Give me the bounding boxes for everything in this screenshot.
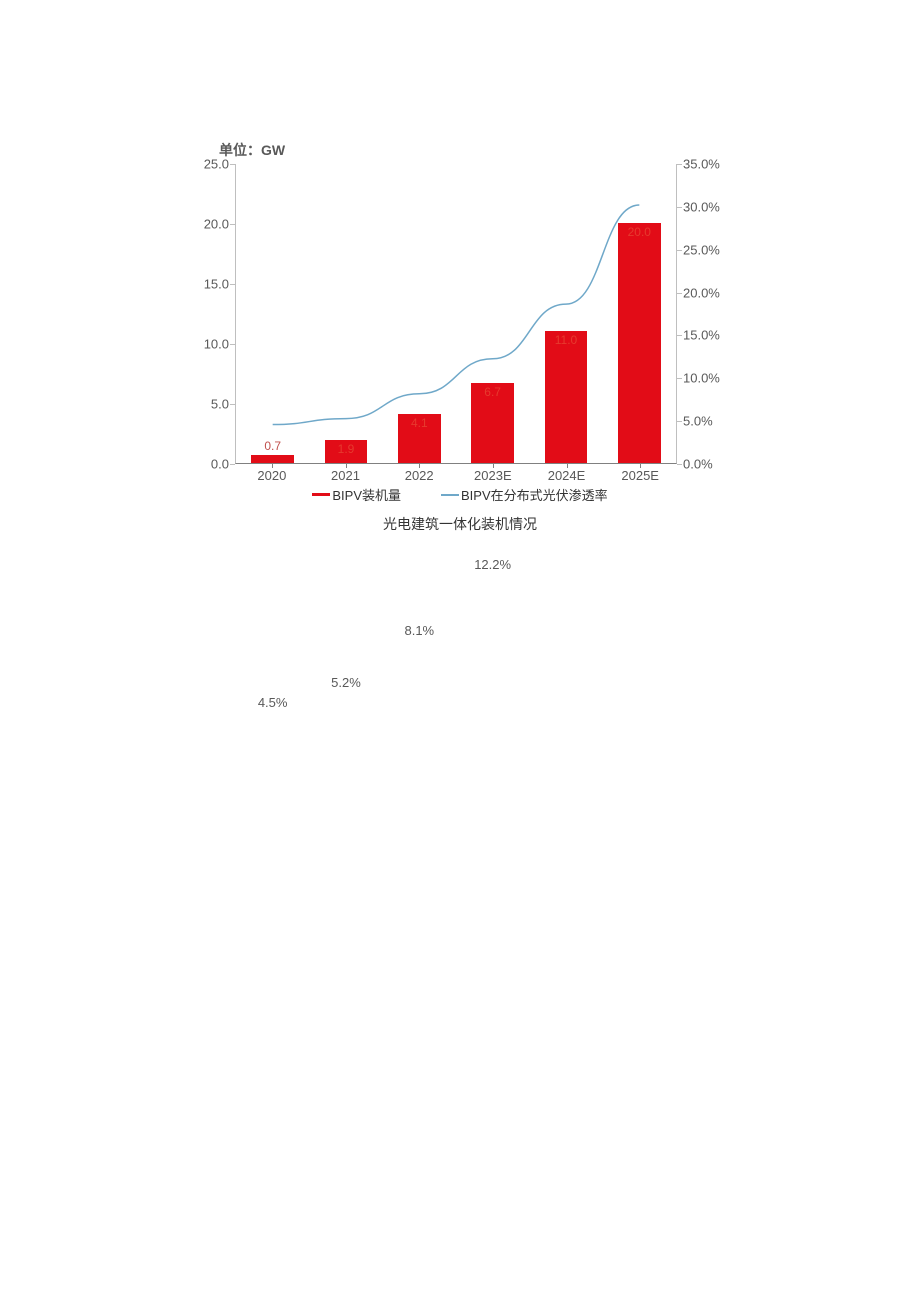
- y-left-tick: 20.0: [204, 217, 229, 232]
- x-tick: 2025E: [603, 464, 677, 483]
- y-left-tick: 10.0: [204, 337, 229, 352]
- line-value-label: 12.2%: [474, 557, 511, 572]
- bar: 20.0: [618, 223, 661, 463]
- bar-value-label: 11.0: [545, 333, 588, 347]
- line-swatch-icon: [441, 494, 459, 496]
- bar-slot: 5.2%1.9: [309, 440, 382, 463]
- bar-slot: 18.6%11.0: [529, 331, 602, 463]
- bar-slot: 30.2%20.0: [603, 223, 676, 463]
- y-right-tick: 15.0%: [683, 328, 720, 343]
- x-tick: 2020: [235, 464, 309, 483]
- chart-caption: 光电建筑一体化装机情况: [195, 514, 725, 534]
- x-tick: 2024E: [530, 464, 604, 483]
- bar-swatch-icon: [312, 493, 330, 496]
- bipv-chart: 单位：GW 0.0 5.0 10.0 15.0 20.0 25.0 4.5%0.75.2%…: [195, 140, 725, 534]
- y-right-tick: 0.0%: [683, 457, 713, 472]
- legend-bars-label: BIPV装机量: [332, 485, 401, 504]
- bar-value-label: 20.0: [618, 225, 661, 239]
- bar: 0.7: [251, 455, 294, 463]
- legend: BIPV装机量 BIPV在分布式光伏渗透率: [195, 485, 725, 504]
- line-value-label: 4.5%: [258, 695, 288, 710]
- bar: 6.7: [471, 383, 514, 463]
- legend-item-line: BIPV在分布式光伏渗透率: [441, 485, 608, 504]
- y-axis-left: 0.05.010.015.020.025.0: [195, 164, 235, 464]
- y-left-tick: 25.0: [204, 157, 229, 172]
- y-axis-right: 0.0%5.0%10.0%15.0%20.0%25.0%30.0%35.0%: [677, 164, 725, 464]
- bar: 11.0: [545, 331, 588, 463]
- bars-layer: 4.5%0.75.2%1.98.1%4.112.2%6.718.6%11.030…: [236, 164, 676, 463]
- bar-value-label: 1.9: [325, 442, 368, 456]
- bar-value-label: 4.1: [398, 416, 441, 430]
- legend-line-label: BIPV在分布式光伏渗透率: [461, 485, 608, 504]
- bar-value-label: 6.7: [471, 385, 514, 399]
- y-right-tick: 30.0%: [683, 199, 720, 214]
- y-left-tick: 15.0: [204, 277, 229, 292]
- unit-label: 单位：GW: [219, 140, 725, 160]
- line-value-label: 8.1%: [404, 623, 434, 638]
- x-tick: 2021: [309, 464, 383, 483]
- bar-slot: 4.5%0.7: [236, 455, 309, 463]
- x-tick: 2022: [382, 464, 456, 483]
- y-right-tick: 35.0%: [683, 157, 720, 172]
- bar: 1.9: [325, 440, 368, 463]
- legend-item-bars: BIPV装机量: [312, 485, 401, 504]
- y-left-tick: 5.0: [211, 397, 229, 412]
- y-right-tick: 25.0%: [683, 242, 720, 257]
- bar-slot: 8.1%4.1: [383, 414, 456, 463]
- y-right-tick: 20.0%: [683, 285, 720, 300]
- x-axis: 2020202120222023E2024E2025E: [235, 464, 677, 483]
- y-right-tick: 10.0%: [683, 371, 720, 386]
- bar-value-label: 0.7: [251, 439, 294, 453]
- bar-slot: 12.2%6.7: [456, 383, 529, 463]
- y-left-tick: 0.0: [211, 457, 229, 472]
- line-value-label: 5.2%: [331, 675, 361, 690]
- plot-row: 0.05.010.015.020.025.0 4.5%0.75.2%1.98.1…: [195, 164, 725, 464]
- x-tick: 2023E: [456, 464, 530, 483]
- plot-area: 4.5%0.75.2%1.98.1%4.112.2%6.718.6%11.030…: [235, 164, 677, 464]
- bar: 4.1: [398, 414, 441, 463]
- y-right-tick: 5.0%: [683, 414, 713, 429]
